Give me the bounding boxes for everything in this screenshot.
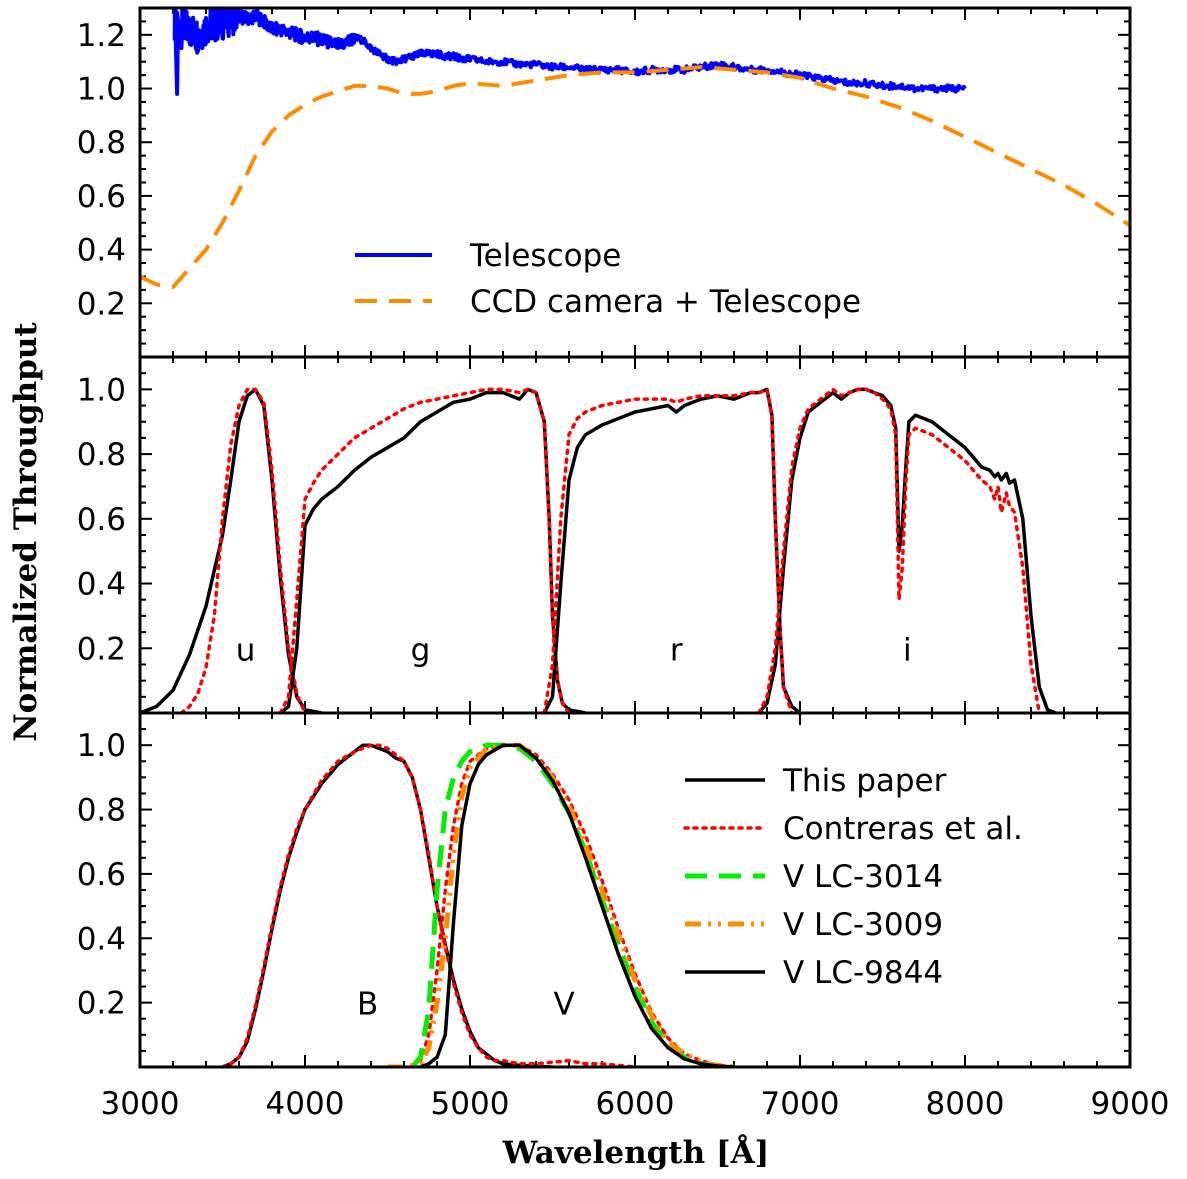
- series-line-this-paper: [221, 743, 553, 1067]
- y-tick-label: 0.8: [77, 437, 126, 473]
- y-tick-label: 0.8: [77, 125, 126, 161]
- x-tick-label: 9000: [1091, 1086, 1170, 1122]
- series-line-v-lc-3014: [410, 742, 735, 1067]
- y-tick-label: 0.2: [77, 286, 126, 322]
- series-line-contreras-et-al-: [220, 743, 637, 1067]
- series-line-v-lc-9844: [419, 743, 735, 1067]
- series-line-p2-6: [757, 387, 1057, 713]
- legend-label: Telescope: [469, 238, 621, 274]
- panel-2: 0.2 0.4 0.6 0.8 1.0 u g r i: [77, 355, 1132, 715]
- band-label-g: g: [411, 632, 431, 668]
- y-tick-label: 0.4: [77, 233, 126, 269]
- series-line-v-lc-3009: [387, 742, 735, 1067]
- y-axis-title: Normalized Throughput: [8, 322, 44, 742]
- x-tick-labels: 3000 4000 5000 6000 7000 8000 9000: [101, 1086, 1170, 1122]
- series-line-telescope: [172, 8, 967, 96]
- series-group: [140, 387, 1057, 713]
- series-line-p2-3: [278, 387, 571, 713]
- series-line-p2-1: [179, 387, 307, 713]
- series-group: [140, 8, 1130, 290]
- panels: 0.2 0.4 0.6 0.8 1.0 1.2 Telescope CCD camera + …: [77, 6, 1132, 1069]
- panel-3: 0.2 0.4 0.6 0.8 1.0 B V This paper Contreras et …: [77, 711, 1132, 1069]
- band-label-r: r: [670, 632, 683, 668]
- y-tick-label: 0.4: [77, 921, 126, 957]
- y-tick-label: 0.8: [77, 793, 126, 829]
- legend-label: This paper: [782, 763, 947, 799]
- x-tick-label: 5000: [431, 1086, 510, 1122]
- band-label-B: B: [357, 987, 378, 1023]
- legend: Telescope CCD camera + Telescope: [355, 238, 861, 320]
- series-line-p3-2: [410, 743, 736, 1067]
- legend-label: Contreras et al.: [783, 811, 1023, 847]
- y-tick-label: 0.6: [77, 857, 126, 893]
- legend-label: V LC-9844: [783, 955, 943, 991]
- series-line-p2-7: [757, 387, 1042, 713]
- x-tick-label: 7000: [761, 1086, 840, 1122]
- x-tick-label: 4000: [266, 1086, 345, 1122]
- panel-1: 0.2 0.4 0.6 0.8 1.0 1.2 Telescope CCD camera + …: [77, 6, 1132, 359]
- series-line-p2-2: [279, 387, 586, 713]
- x-tick-label: 8000: [926, 1086, 1005, 1122]
- x-axis-title: Wavelength [Å]: [502, 1133, 770, 1171]
- x-tick-label: 6000: [596, 1086, 675, 1122]
- x-tick-label: 3000: [101, 1086, 180, 1122]
- series-line-p2-5: [542, 387, 794, 713]
- y-tick-label: 1.2: [77, 18, 126, 54]
- legend: This paper Contreras et al. V LC-3014 V LC-…: [683, 763, 1023, 991]
- y-tick-label: 0.2: [77, 986, 126, 1022]
- panel-frame: [138, 711, 1132, 1069]
- legend-label: V LC-3014: [783, 859, 943, 895]
- y-tick-label: 1.0: [77, 728, 126, 764]
- band-label-V: V: [553, 987, 574, 1023]
- band-label-i: i: [903, 632, 912, 668]
- y-tick-label: 0.6: [77, 179, 126, 215]
- band-label-u: u: [236, 632, 256, 668]
- series-group: [220, 742, 736, 1067]
- series-line-ccd-camera-telescope: [140, 65, 1130, 290]
- y-tick-label: 1.0: [77, 372, 126, 408]
- legend-label: V LC-3009: [783, 907, 943, 943]
- y-tick-label: 0.6: [77, 502, 126, 538]
- y-tick-label: 1.0: [77, 72, 126, 108]
- y-tick-label: 0.2: [77, 631, 126, 667]
- legend-label: CCD camera + Telescope: [470, 284, 861, 320]
- y-tick-label: 0.4: [77, 567, 126, 603]
